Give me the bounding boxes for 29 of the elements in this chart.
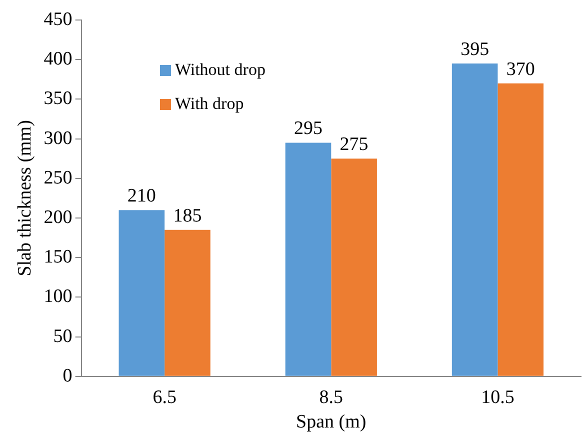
y-tick-label: 50 <box>53 326 72 347</box>
bar <box>498 83 544 376</box>
data-label: 185 <box>173 205 202 226</box>
y-tick-label: 400 <box>44 48 72 70</box>
data-label: 210 <box>127 186 156 207</box>
bar <box>452 64 498 376</box>
y-tick-label: 250 <box>44 167 72 188</box>
y-tick-label: 350 <box>44 88 72 110</box>
x-tick-label: 10.5 <box>481 386 514 408</box>
data-label: 395 <box>460 39 490 60</box>
y-tick-label: 450 <box>44 8 72 30</box>
y-axis-title: Slab thickness (mm) <box>14 120 36 276</box>
y-tick-label: 200 <box>44 206 72 228</box>
x-tick-label: 8.5 <box>319 386 344 408</box>
y-tick-label: 0 <box>62 365 72 386</box>
y-tick-label: 300 <box>44 128 72 149</box>
x-axis-title: Span (m) <box>296 412 366 433</box>
x-tick-label: 6.5 <box>152 386 176 408</box>
legend-label: Without drop <box>175 60 266 80</box>
bar <box>285 142 332 376</box>
data-label: 295 <box>294 118 322 140</box>
data-label: 275 <box>340 134 368 156</box>
y-tick-label: 150 <box>44 246 72 268</box>
bar <box>164 230 210 376</box>
y-tick-label: 100 <box>44 286 72 308</box>
bar <box>118 210 165 376</box>
bar <box>331 158 377 376</box>
data-label: 370 <box>506 58 535 80</box>
legend-label: With drop <box>175 94 244 114</box>
